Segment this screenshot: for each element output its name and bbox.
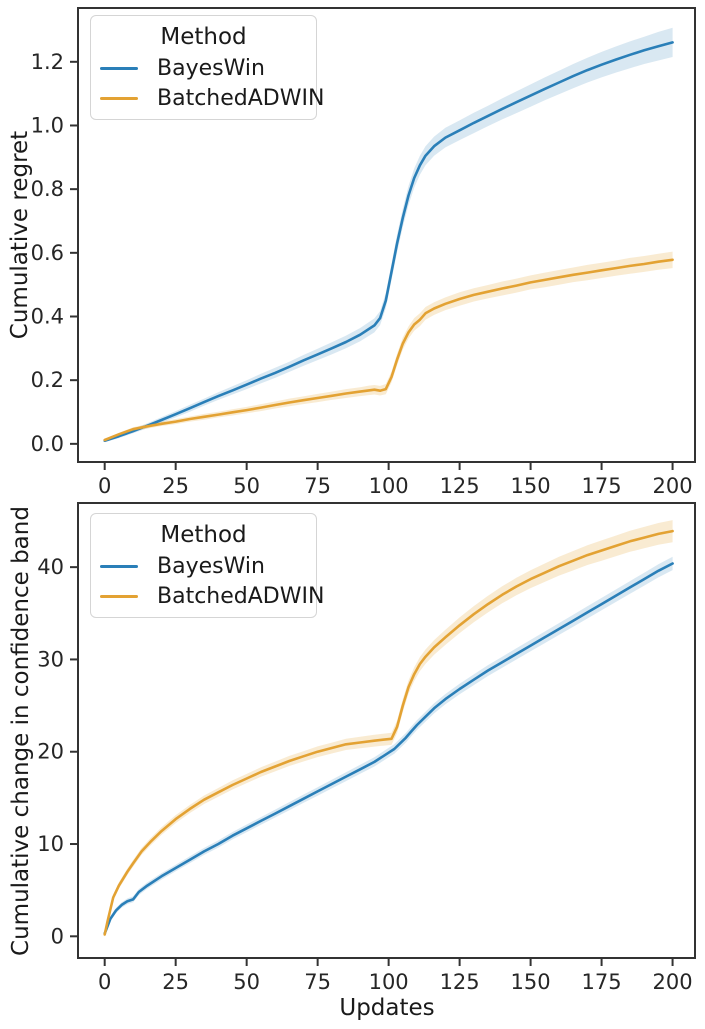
legend-entry-batchedadwin: BatchedADWIN	[91, 83, 324, 113]
legend-title: Method	[160, 24, 247, 50]
x-tick-label: 175	[582, 474, 622, 498]
x-tick-label: 0	[98, 970, 111, 994]
x-tick-label: 100	[369, 474, 409, 498]
y-tick-label: 40	[37, 555, 64, 579]
x-axis-label: Updates	[339, 995, 435, 1021]
x-tick-label: 125	[440, 474, 480, 498]
x-tick-label: 25	[162, 970, 189, 994]
legend-entry-bayeswin: BayesWin	[91, 53, 316, 83]
x-tick-label: 175	[582, 970, 622, 994]
x-tick-label: 200	[653, 474, 693, 498]
series-line-batchedadwin	[103, 258, 674, 442]
x-tick-label: 50	[233, 474, 260, 498]
series-line-batchedadwin	[103, 529, 674, 936]
y-tick-label: 1.0	[31, 113, 64, 137]
batchedadwin-line-swatch-icon	[100, 594, 138, 598]
y-tick-label: 0.8	[31, 177, 64, 201]
x-tick-label: 75	[304, 970, 331, 994]
plot-border	[77, 7, 696, 463]
x-tick-label: 0	[98, 474, 111, 498]
x-tick-label: 150	[511, 970, 551, 994]
legend-entry-bayeswin: BayesWin	[91, 551, 316, 581]
y-tick-label: 30	[37, 647, 64, 671]
x-tick-label: 200	[653, 970, 693, 994]
y-tick-label: 1.2	[31, 50, 64, 74]
legend-top-chart: Method BayesWin BatchedADWIN	[90, 15, 324, 120]
series-line-bayeswin	[103, 41, 674, 442]
x-tick-label: 125	[440, 970, 480, 994]
legend-label: BatchedADWIN	[157, 85, 325, 111]
y-tick-label: 0.2	[31, 368, 64, 392]
x-tick-label: 150	[511, 474, 551, 498]
y-axis-label-bottom-chart: Cumulative change in confidence band	[8, 506, 34, 956]
legend-bottom-chart: Method BayesWin BatchedADWIN	[90, 513, 324, 618]
legend-entry-batchedadwin: BatchedADWIN	[91, 581, 324, 611]
y-tick-label: 20	[37, 740, 64, 764]
y-tick-label: 0.4	[31, 305, 64, 329]
y-tick-label: 0	[51, 924, 64, 948]
confidence-band-bayeswin	[104, 27, 673, 443]
legend-label: BatchedADWIN	[157, 583, 325, 609]
y-tick-label: 0.0	[31, 432, 64, 456]
x-tick-label: 100	[369, 970, 409, 994]
y-axis-label-top-chart: Cumulative regret	[7, 130, 33, 340]
y-tick-label: 0.6	[31, 241, 64, 265]
legend-label: BayesWin	[157, 553, 265, 579]
series-line-bayeswin	[103, 562, 674, 935]
y-tick-label: 10	[37, 832, 64, 856]
batchedadwin-line-swatch-icon	[100, 96, 138, 100]
x-tick-label: 50	[233, 970, 260, 994]
bayeswin-line-swatch-icon	[100, 564, 138, 568]
legend-label: BayesWin	[157, 55, 265, 81]
legend-title: Method	[160, 522, 247, 548]
bayeswin-line-swatch-icon	[100, 66, 138, 70]
confidence-band-batchedadwin	[104, 251, 673, 442]
x-tick-label: 75	[304, 474, 331, 498]
x-tick-label: 25	[162, 474, 189, 498]
plot-border	[77, 502, 696, 959]
